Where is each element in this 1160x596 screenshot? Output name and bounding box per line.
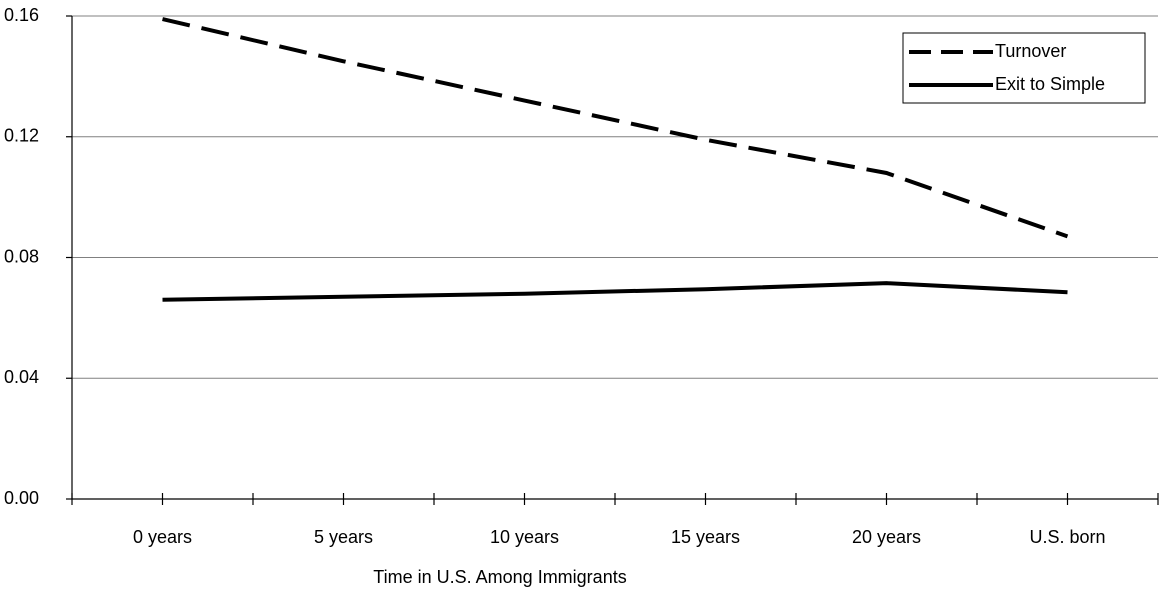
y-tick-label: 0.00 xyxy=(4,488,39,508)
y-tick-label: 0.08 xyxy=(4,246,39,266)
x-tick-label: U.S. born xyxy=(1029,527,1105,547)
x-tick-label: 10 years xyxy=(490,527,559,547)
series-line xyxy=(162,17,1069,239)
y-tick-label: 0.04 xyxy=(4,367,39,387)
x-axis-label: Time in U.S. Among Immigrants xyxy=(373,567,626,587)
x-tick-label: 15 years xyxy=(671,527,740,547)
x-tick-label: 0 years xyxy=(133,527,192,547)
legend-label: Turnover xyxy=(995,41,1066,61)
x-tick-label: 5 years xyxy=(314,527,373,547)
y-tick-label: 0.12 xyxy=(4,126,39,146)
x-tick-label: 20 years xyxy=(852,527,921,547)
legend-box xyxy=(902,32,1146,104)
series-line xyxy=(162,281,1068,302)
legend-label: Exit to Simple xyxy=(995,74,1105,94)
y-tick-label: 0.16 xyxy=(4,5,39,25)
